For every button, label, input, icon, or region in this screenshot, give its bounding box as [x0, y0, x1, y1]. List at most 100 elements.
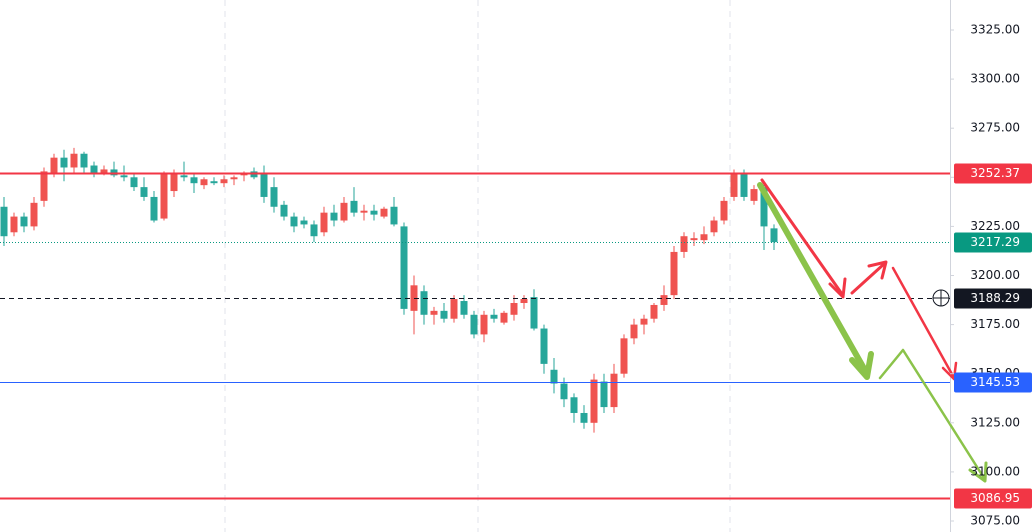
candle-body: [570, 397, 578, 413]
price-tag-label: 3217.29: [970, 235, 1020, 249]
arrow-head: [867, 260, 888, 280]
candle-body: [130, 177, 138, 188]
price-tag: [954, 232, 1032, 253]
candle-body: [550, 369, 558, 384]
candle-body: [500, 312, 508, 323]
candle-body: [50, 157, 58, 174]
candle-body: [760, 187, 768, 227]
y-tick-label: 3125.00: [970, 415, 1020, 429]
candle-body: [280, 204, 288, 217]
crosshair-icon[interactable]: [933, 290, 949, 306]
candle-body: [190, 177, 198, 184]
candle-body: [310, 224, 318, 237]
candle-body: [440, 310, 448, 319]
candle-body: [110, 169, 118, 176]
candle-body: [380, 208, 388, 217]
candle-body: [470, 314, 478, 335]
candle-body: [360, 210, 368, 213]
candle-body: [260, 173, 268, 197]
candle-body: [180, 175, 188, 178]
y-tick-label: 3275.00: [970, 121, 1020, 135]
candle-body: [350, 200, 358, 213]
candle-body: [590, 379, 598, 423]
candle-body: [170, 173, 178, 192]
plot: [0, 147, 950, 500]
time-grid: [224, 0, 731, 532]
candle-body: [660, 295, 668, 305]
candle-body: [480, 314, 488, 335]
arrow: [760, 178, 844, 296]
price-tag-label: 3252.37: [970, 166, 1020, 180]
y-tick-label: 3175.00: [970, 317, 1020, 331]
candle-body: [290, 216, 298, 227]
candle-body: [650, 304, 658, 319]
candle-body: [710, 220, 718, 233]
arrow-head: [849, 351, 874, 380]
drawings: [757, 178, 988, 483]
candle-body: [580, 412, 588, 423]
y-tick-label: 3325.00: [970, 23, 1020, 37]
candle-body: [640, 318, 648, 325]
candle-body: [630, 324, 638, 339]
candle-body: [400, 226, 408, 309]
candle-body: [600, 381, 608, 408]
candle-body: [680, 236, 688, 252]
candle-body: [450, 299, 458, 319]
price-tag: [954, 163, 1032, 184]
candle-body: [770, 228, 778, 243]
candle-body: [330, 212, 338, 221]
candle-body: [20, 216, 28, 227]
arrow-head: [828, 277, 847, 299]
candle-body: [100, 169, 108, 174]
candle-body: [370, 210, 378, 215]
price-tag-label: 3145.53: [970, 375, 1020, 389]
candle-body: [230, 177, 238, 180]
candle-body: [0, 206, 8, 237]
price-tag: [954, 488, 1032, 509]
candle-body: [210, 181, 218, 184]
price-tag-label: 3086.95: [970, 491, 1020, 505]
y-tick-label: 3300.00: [970, 72, 1020, 86]
candle-body: [530, 297, 538, 329]
arrow-head: [968, 461, 988, 483]
y-tick-label: 3225.00: [970, 219, 1020, 233]
y-tick-label: 3100.00: [970, 464, 1020, 478]
candle-body: [510, 302, 518, 315]
candle-body: [610, 373, 618, 408]
candle-body: [690, 238, 698, 241]
candle-body: [420, 291, 428, 315]
candle-body: [10, 216, 18, 233]
candle-body: [140, 187, 148, 197]
arrow: [850, 262, 886, 295]
candle-body: [540, 328, 548, 364]
candle-body: [520, 299, 528, 303]
candle-body: [70, 153, 78, 168]
candle-body: [490, 314, 498, 319]
candle-body: [220, 179, 228, 184]
candle-body: [150, 196, 158, 221]
crosshair-button[interactable]: [932, 289, 950, 307]
candle-body: [270, 187, 278, 207]
candle-body: [160, 173, 168, 219]
candle-body: [620, 338, 628, 374]
candle-body: [740, 173, 748, 197]
candle-body: [670, 251, 678, 296]
price-tag-label: 3188.29: [970, 291, 1020, 305]
y-tick-label: 3200.00: [970, 268, 1020, 282]
candle-body: [720, 200, 728, 221]
candle-body: [300, 220, 308, 225]
candle-body: [750, 189, 758, 201]
price-tag: [954, 288, 1032, 309]
candle-body: [560, 383, 568, 400]
candle-body: [90, 165, 98, 174]
arrow: [878, 348, 986, 480]
candle-body: [40, 171, 48, 201]
candle-body: [730, 173, 738, 197]
candle-body: [390, 206, 398, 225]
candle-body: [60, 157, 68, 168]
candle-body: [320, 212, 328, 233]
candle-body: [80, 153, 88, 168]
candle-body: [460, 301, 468, 315]
candle-body: [200, 179, 208, 186]
